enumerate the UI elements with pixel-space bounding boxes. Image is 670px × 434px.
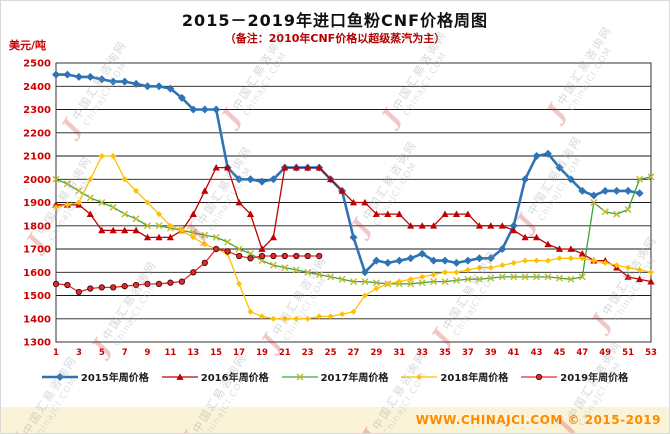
x-tick-label: 1 (53, 348, 59, 358)
page-subtitle: （备注：2010年CNF价格以超级蒸汽为主） (224, 32, 446, 45)
x-tick-label: 29 (370, 348, 382, 358)
y-tick-label: 1700 (23, 245, 51, 256)
x-tick-label: 25 (325, 348, 337, 358)
x-tick-label: 51 (622, 348, 634, 358)
y-tick-label: 1600 (23, 268, 51, 279)
legend-marker-2018年周价格 (401, 373, 438, 380)
series-2015年周价格 (52, 70, 644, 277)
y-tick-label: 2100 (23, 152, 51, 163)
gridlines: 2500 2400 2300 2200 2100 2000 1900 1800 1700 1600… (23, 59, 651, 349)
legend-label: 2017年周价格 (320, 373, 389, 384)
x-tick-label: 41 (508, 348, 520, 358)
legend-label: 2015年周价格 (80, 373, 149, 384)
x-tick-label: 13 (187, 348, 199, 358)
x-tick-label: 17 (233, 348, 245, 358)
x-tick-label: 47 (576, 348, 588, 358)
x-tick-label: 49 (599, 348, 611, 358)
y-tick-label: 2200 (23, 128, 51, 139)
legend-item-2019年周价格: 2019年周价格 (521, 369, 628, 384)
y-tick-label: 1800 (23, 221, 51, 232)
x-tick-label: 19 (256, 348, 268, 358)
legend-label: 2016年周价格 (200, 373, 269, 384)
y-tick-label: 1500 (23, 291, 51, 302)
footer-site-credit: WWW.CHINAJCI.COM © 2015-2019 (415, 413, 661, 427)
x-tick-label: 9 (145, 348, 151, 358)
y-tick-label: 2000 (23, 175, 51, 186)
legend-marker-2019年周价格 (521, 373, 558, 380)
y-tick-label: 1400 (23, 314, 51, 325)
legend-item-2016年周价格: 2016年周价格 (161, 369, 269, 384)
x-tick-label: 37 (462, 348, 474, 358)
x-tick-label: 35 (439, 348, 451, 358)
series-2016年周价格 (52, 164, 655, 285)
x-axis-labels: 1 3 5 7 9 11 13 15 17 19 21 23 25 27 29 31 33 35 37 39 41 43 4… (53, 348, 657, 358)
legend-item-2017年周价格: 2017年周价格 (281, 369, 389, 384)
y-tick-label: 1900 (23, 198, 51, 209)
y-tick-label: 2500 (23, 59, 51, 70)
series-2019年周价格 (52, 245, 323, 296)
x-tick-label: 33 (416, 348, 428, 358)
price-chart-canvas: 2500 2400 2300 2200 2100 2000 1900 1800 1700 1600… (23, 59, 657, 359)
x-tick-label: 27 (348, 348, 360, 358)
chart-legend: 2015年周价格 2016年周价格 2017年周价格 2018年周价格 2019年周价格 (1, 369, 669, 384)
y-tick-label: 2300 (23, 105, 51, 116)
x-tick-label: 31 (393, 348, 405, 358)
x-tick-label: 39 (485, 348, 497, 358)
x-tick-label: 3 (76, 348, 82, 358)
footer-bar: WWW.CHINAJCI.COM © 2015-2019 (1, 407, 669, 433)
x-tick-label: 15 (210, 348, 222, 358)
x-tick-label: 5 (99, 348, 105, 358)
series-2017年周价格 (52, 173, 655, 288)
x-tick-label: 45 (554, 348, 566, 358)
y-axis-unit-label: 美元/吨 (9, 39, 47, 52)
y-tick-label: 2400 (23, 82, 51, 93)
y-tick-label: 1300 (23, 338, 51, 349)
legend-marker-2016年周价格 (161, 372, 198, 380)
x-tick-label: 43 (531, 348, 543, 358)
x-tick-label: 11 (164, 348, 176, 358)
page-title: 2015－2019年进口鱼粉CNF价格周图 (181, 11, 489, 30)
legend-label: 2018年周价格 (440, 373, 509, 384)
x-tick-label: 21 (279, 348, 291, 358)
legend-item-2018年周价格: 2018年周价格 (401, 369, 508, 384)
x-tick-label: 7 (122, 348, 128, 358)
x-tick-label: 23 (302, 348, 314, 358)
x-tick-label: 53 (645, 348, 657, 358)
legend-label: 2019年周价格 (560, 373, 629, 384)
legend-item-2015年周价格: 2015年周价格 (41, 369, 149, 384)
series-2018年周价格 (53, 153, 654, 322)
legend-marker-2015年周价格 (41, 372, 78, 381)
legend-marker-2017年周价格 (281, 373, 318, 380)
